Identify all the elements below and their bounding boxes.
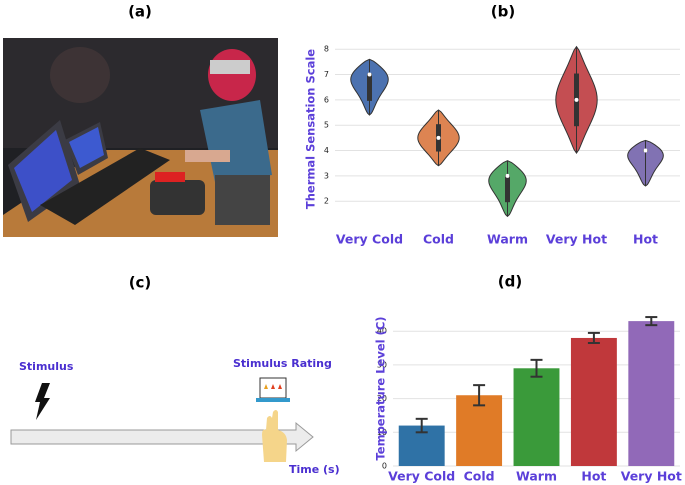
x-tick-label: Very Cold — [388, 469, 455, 484]
violin-median — [505, 173, 510, 178]
panel-label: (b) — [491, 3, 515, 21]
y-tick-label: 4 — [324, 146, 329, 155]
x-tick-label: Hot — [581, 469, 606, 484]
violin-box — [505, 174, 510, 203]
panel-label: (d) — [498, 273, 522, 291]
y-tick-label: 30 — [377, 360, 387, 369]
panel-label: (a) — [128, 3, 152, 21]
bar — [628, 321, 675, 466]
y-tick-label: 20 — [377, 394, 387, 403]
time-axis-label: Time (s) — [289, 463, 340, 476]
bar — [513, 368, 560, 466]
photo — [3, 38, 278, 237]
violin-box — [367, 73, 372, 101]
stimulus-label: Stimulus — [19, 360, 74, 373]
y-tick-label: 0 — [382, 462, 387, 471]
y-tick-label: 2 — [324, 197, 329, 206]
violin-median — [367, 72, 372, 77]
y-tick-label: 3 — [324, 171, 329, 180]
x-tick-label: Very Hot — [546, 232, 607, 247]
x-tick-label: Warm — [487, 232, 528, 247]
y-tick-label: 40 — [377, 327, 387, 336]
violin-median — [643, 148, 648, 153]
x-tick-label: Hot — [633, 232, 658, 247]
panel-label: (c) — [129, 274, 152, 292]
x-tick-label: Cold — [423, 232, 454, 247]
bar — [456, 395, 503, 466]
x-tick-label: Warm — [516, 469, 557, 484]
y-tick-label: 5 — [324, 121, 329, 130]
rating-label: Stimulus Rating — [233, 357, 332, 370]
y-axis-label: Thermal Sensation Scale — [304, 49, 318, 209]
y-tick-label: 6 — [324, 95, 329, 104]
violin-median — [574, 97, 579, 102]
x-tick-label: Cold — [464, 469, 495, 484]
timeline-diagram — [10, 377, 314, 462]
y-axis-label: Temperature Level (C) — [374, 316, 388, 460]
x-tick-label: Very Hot — [621, 469, 682, 484]
bar — [570, 337, 617, 466]
violin-median — [436, 135, 441, 140]
y-tick-label: 10 — [377, 428, 387, 437]
x-tick-label: Very Cold — [336, 232, 403, 247]
y-tick-label: 8 — [324, 45, 329, 54]
y-tick-label: 7 — [324, 70, 329, 79]
